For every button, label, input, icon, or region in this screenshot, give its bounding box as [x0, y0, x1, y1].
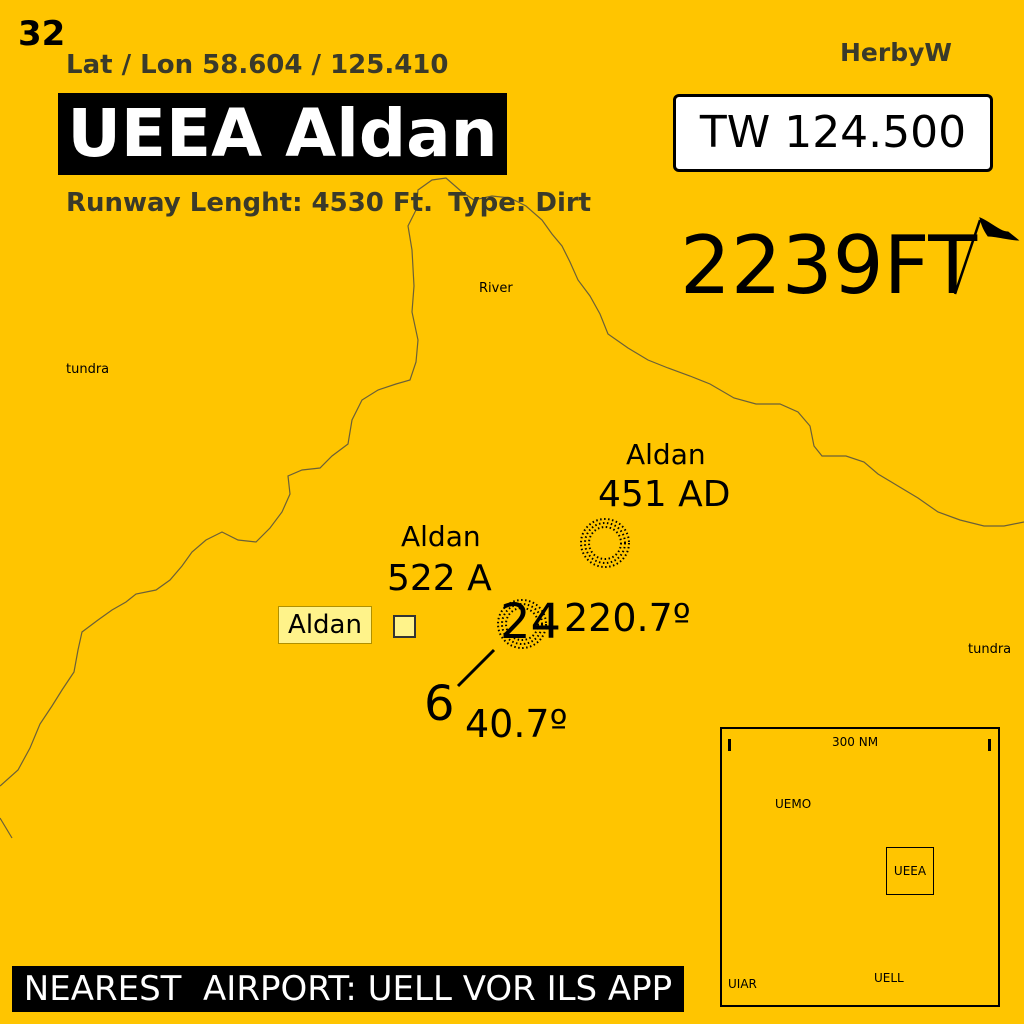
scale-tick-right — [988, 739, 991, 751]
inset-airport-uell: UELL — [874, 971, 904, 985]
label-tundra-east: tundra — [968, 642, 1012, 657]
navaid-a-frequency: 522 A — [387, 558, 492, 599]
inset-airport-uemo: UEMO — [775, 797, 812, 811]
runway-line — [456, 648, 496, 688]
navaid-a-name: Aldan — [401, 520, 481, 553]
inset-current-airport: UEEA — [886, 847, 934, 895]
river-line — [0, 177, 1024, 787]
runway-info: Runway Lenght: 4530 Ft. Type: Dirt — [66, 188, 597, 218]
inset-map: 300 NM UEMO UIAR UELL UEEA — [720, 727, 1000, 1007]
airport-elevation: 2239FT — [680, 219, 978, 312]
runway-length: Runway Lenght: 4530 Ft. — [66, 188, 433, 218]
runway-end-6-heading: 40.7º — [465, 702, 568, 746]
town-marker — [393, 615, 416, 638]
river-line-stub — [0, 817, 13, 839]
flag-icon — [953, 217, 1020, 295]
tower-frequency: TW 124.500 — [673, 94, 993, 172]
scale-tick-left — [728, 739, 731, 751]
runway-end-6-number: 6 — [424, 676, 455, 732]
lat-lon: Lat / Lon 58.604 / 125.410 — [66, 50, 449, 80]
airport-title: UEEA Aldan — [58, 93, 507, 175]
town-label: Aldan — [278, 606, 372, 644]
label-tundra-west: tundra — [66, 362, 110, 377]
nearest-airport-banner: NEAREST AIRPORT: UELL VOR ILS APP — [12, 966, 684, 1012]
navaid-ad-frequency: 451 AD — [598, 474, 731, 515]
author-credit: HerbyW — [840, 38, 952, 67]
ndb-symbol-a — [497, 599, 547, 649]
page-number: 32 — [18, 14, 66, 54]
runway-end-24-number: 24 — [500, 594, 562, 650]
runway-type: Type: Dirt — [448, 188, 592, 218]
ndb-symbol-ad — [580, 518, 630, 568]
inset-airport-uiar: UIAR — [728, 977, 757, 991]
inset-scale: 300 NM — [832, 735, 879, 749]
navaid-ad-name: Aldan — [626, 438, 706, 471]
runway-end-24-heading: 220.7º — [564, 596, 691, 640]
label-river: River — [479, 281, 513, 296]
